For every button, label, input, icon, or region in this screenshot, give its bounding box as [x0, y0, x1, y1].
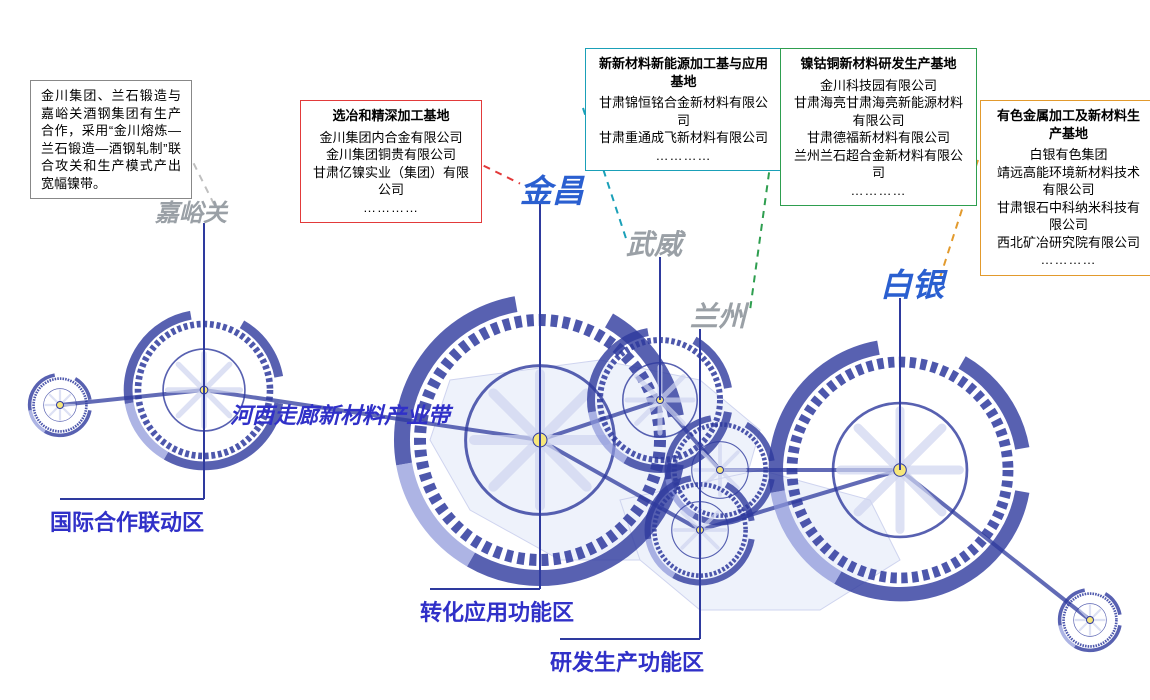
- zone-z2: 转化应用功能区: [420, 595, 574, 627]
- box-line: 甘肃重通成飞新材料有限公司: [596, 129, 771, 147]
- box-line: …………: [991, 251, 1146, 269]
- box-line: …………: [596, 147, 771, 165]
- box-title: 新新材料新能源加工基与应用基地: [596, 55, 771, 90]
- box-title: 选冶和精深加工基地: [311, 107, 471, 125]
- info-box-b_jyg: 金川集团、兰石锻造与嘉峪关酒钢集团有生产合作，采用“金川熔炼—兰石锻造—酒钢轧制…: [30, 80, 192, 199]
- box-line: 甘肃锦恒铭合金新材料有限公司: [596, 94, 771, 129]
- box-line: 甘肃德福新材料有限公司: [791, 129, 966, 147]
- city-jinchang: 金昌: [520, 166, 584, 212]
- box-line: 甘肃银石中科纳米科技有限公司: [991, 199, 1146, 234]
- city-jiayuguan: 嘉峪关: [155, 193, 227, 228]
- box-line: 白银有色集团: [991, 146, 1146, 164]
- belt-label: 河西走廊新材料产业带: [230, 398, 450, 430]
- box-title: 有色金属加工及新材料生产基地: [991, 107, 1146, 142]
- box-line: 甘肃亿镍实业（集团）有限公司: [311, 164, 471, 199]
- box-line: 金川集团铜贵有限公司: [311, 146, 471, 164]
- info-box-b_lz: 镍钴铜新材料研发生产基地金川科技园有限公司甘肃海亮甘肃海亮新能源材料有限公司甘肃…: [780, 48, 977, 206]
- zone-z1: 国际合作联动区: [50, 505, 204, 537]
- diagram-stage: 金川集团、兰石锻造与嘉峪关酒钢集团有生产合作，采用“金川熔炼—兰石锻造—酒钢轧制…: [0, 0, 1150, 700]
- info-box-b_ww: 新新材料新能源加工基与应用基地甘肃锦恒铭合金新材料有限公司甘肃重通成飞新材料有限…: [585, 48, 782, 171]
- city-lanzhou: 兰州: [690, 295, 746, 335]
- box-line: 金川集团、兰石锻造与嘉峪关酒钢集团有生产合作，采用“金川熔炼—兰石锻造—酒钢轧制…: [41, 87, 181, 192]
- box-line: 甘肃海亮甘肃海亮新能源材料有限公司: [791, 94, 966, 129]
- box-line: 西北矿冶研究院有限公司: [991, 234, 1146, 252]
- box-line: 金川科技园有限公司: [791, 77, 966, 95]
- box-line: 兰州兰石超合金新材料有限公司: [791, 147, 966, 182]
- box-title: 镍钴铜新材料研发生产基地: [791, 55, 966, 73]
- city-baiyin: 白银: [880, 260, 944, 306]
- box-line: …………: [311, 199, 471, 217]
- zone-z3: 研发生产功能区: [550, 645, 704, 677]
- box-line: 靖远高能环境新材料技术有限公司: [991, 164, 1146, 199]
- city-wuwei: 武威: [626, 223, 682, 263]
- box-line: 金川集团内合金有限公司: [311, 129, 471, 147]
- info-box-b_by: 有色金属加工及新材料生产基地白银有色集团靖远高能环境新材料技术有限公司甘肃银石中…: [980, 100, 1150, 276]
- info-box-b_jc: 选冶和精深加工基地金川集团内合金有限公司金川集团铜贵有限公司甘肃亿镍实业（集团）…: [300, 100, 482, 223]
- hub: [30, 375, 90, 435]
- hub: [1060, 590, 1120, 650]
- box-line: …………: [791, 182, 966, 200]
